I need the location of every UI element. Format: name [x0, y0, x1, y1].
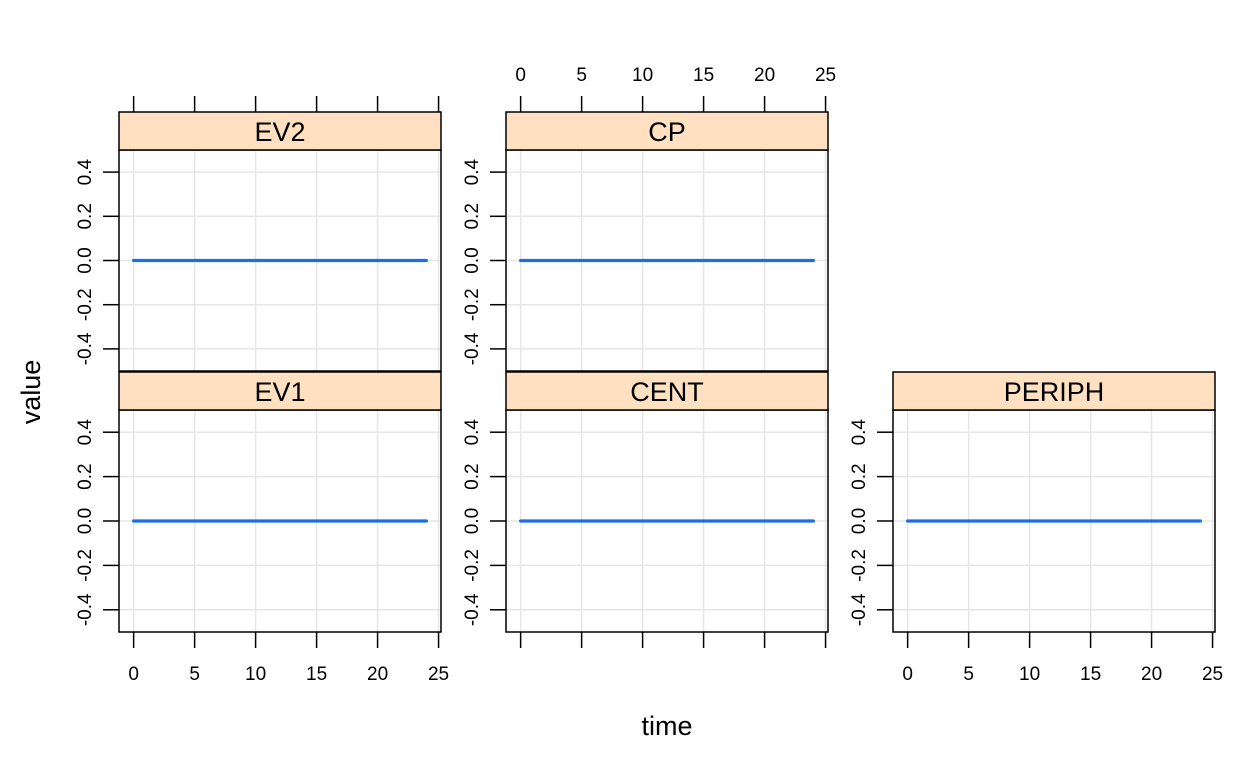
y-tick-label-cp-3: 0.2 [462, 203, 483, 229]
x-tick-label-top-cp-3: 15 [693, 65, 714, 86]
x-tick-label-top-cp-4: 20 [754, 65, 775, 86]
y-tick-label-cent-3: 0.2 [462, 463, 483, 489]
panel-strip-ev2 [118, 111, 442, 151]
y-tick-label-cent-0: -0.4 [462, 593, 483, 626]
panel-title-ev2: EV2 [254, 117, 305, 147]
panel-strip-ev1 [118, 371, 442, 411]
y-tick-label-cp-0: -0.4 [462, 332, 483, 365]
x-tick-label-bottom-periph-1: 5 [963, 664, 974, 685]
x-tick-label-bottom-ev1-0: 0 [128, 664, 139, 685]
x-tick-label-top-cp-0: 0 [515, 65, 526, 86]
frame-layer [103, 96, 1216, 648]
series-layer [132, 258, 1202, 523]
panel-title-periph: PERIPH [1004, 377, 1105, 407]
x-tick-label-bottom-ev1-5: 25 [428, 664, 449, 685]
x-tick-label-top-cp-1: 5 [576, 65, 587, 86]
x-tick-label-bottom-periph-0: 0 [902, 664, 913, 685]
y-tick-label-ev2-4: 0.4 [75, 158, 96, 185]
y-tick-label-ev1-3: 0.2 [75, 463, 96, 489]
y-axis-title: value [16, 360, 46, 425]
panel-title-cp: CP [648, 117, 686, 147]
y-tick-label-ev2-1: -0.2 [75, 288, 96, 321]
x-tick-label-top-cp-5: 25 [815, 65, 836, 86]
y-tick-label-periph-1: -0.2 [849, 549, 870, 582]
y-tick-label-ev2-3: 0.2 [75, 203, 96, 229]
panel-strip-cp [505, 111, 829, 151]
panel-title-ev1: EV1 [254, 377, 305, 407]
x-axis-title: time [641, 711, 692, 741]
y-tick-label-ev1-4: 0.4 [75, 419, 96, 446]
x-tick-label-bottom-periph-2: 10 [1019, 664, 1040, 685]
y-tick-label-cp-4: 0.4 [462, 158, 483, 185]
y-tick-label-ev2-2: 0.0 [75, 247, 96, 273]
y-tick-label-cp-2: 0.0 [462, 247, 483, 273]
panel-strip-periph [892, 371, 1216, 411]
x-tick-label-bottom-ev1-1: 5 [189, 664, 200, 685]
x-tick-label-bottom-periph-3: 15 [1080, 664, 1101, 685]
y-tick-label-ev1-2: 0.0 [75, 508, 96, 534]
x-tick-label-bottom-ev1-4: 20 [367, 664, 388, 685]
y-tick-label-cent-4: 0.4 [462, 419, 483, 446]
panel-strip-cent [505, 371, 829, 411]
x-tick-label-bottom-periph-5: 25 [1202, 664, 1223, 685]
x-tick-label-bottom-periph-4: 20 [1141, 664, 1162, 685]
y-tick-label-cp-1: -0.2 [462, 288, 483, 321]
y-tick-label-cent-1: -0.2 [462, 549, 483, 582]
y-tick-label-periph-0: -0.4 [849, 593, 870, 626]
x-tick-label-bottom-ev1-3: 15 [306, 664, 327, 685]
y-tick-label-periph-4: 0.4 [849, 419, 870, 446]
x-tick-label-top-cp-2: 10 [632, 65, 653, 86]
y-tick-label-ev1-1: -0.2 [75, 549, 96, 582]
panel-title-cent: CENT [630, 377, 704, 407]
y-tick-label-ev2-0: -0.4 [75, 332, 96, 365]
y-tick-label-periph-2: 0.0 [849, 508, 870, 534]
y-tick-label-periph-3: 0.2 [849, 463, 870, 489]
x-tick-label-bottom-ev1-2: 10 [245, 664, 266, 685]
y-tick-label-cent-2: 0.0 [462, 508, 483, 534]
label-layer: EV2 -0.4 -0.2 0.0 0.2 0.4 CP -0.4 -0.2 0.0 0.2 0.4 0… [75, 65, 1223, 685]
y-tick-label-ev1-0: -0.4 [75, 593, 96, 626]
